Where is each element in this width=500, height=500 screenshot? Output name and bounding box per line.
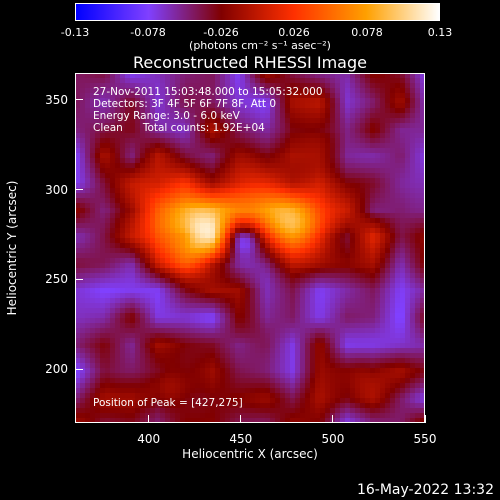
annotation-time-range: 27-Nov-2011 15:03:48.000 to 15:05:32.000 xyxy=(93,86,323,98)
y-tick-label: 300 xyxy=(45,182,68,197)
annotation-total-counts: Clean Total counts: 1.92E+04 xyxy=(93,122,265,134)
y-tick-label: 350 xyxy=(45,92,68,107)
y-tick-mark xyxy=(75,368,83,370)
annotation-detectors: Detectors: 3F 4F 5F 6F 7F 8F, Att 0 xyxy=(93,98,277,110)
colorbar xyxy=(75,3,440,21)
heatmap-plot-area xyxy=(75,73,425,423)
peak-position-label: Position of Peak = [427,275] xyxy=(93,397,243,409)
heatmap-image xyxy=(75,73,425,423)
x-tick-label: 500 xyxy=(321,432,345,446)
y-tick-mark xyxy=(75,99,83,101)
annotation-energy-range: Energy Range: 3.0 - 6.0 keV xyxy=(93,110,240,122)
chart-title: Reconstructed RHESSI Image xyxy=(133,53,367,72)
y-tick-mark xyxy=(75,278,83,280)
colorbar-tick: -0.13 xyxy=(60,26,90,39)
colorbar-unit-label: (photons cm⁻² s⁻¹ asec⁻²) xyxy=(189,39,331,52)
timestamp: 16-May-2022 13:32 xyxy=(356,482,494,498)
colorbar-tick: -0.026 xyxy=(203,26,239,39)
annotation-block: 27-Nov-2011 15:03:48.000 to 15:05:32.000… xyxy=(93,86,323,134)
x-tick-label: 550 xyxy=(413,432,437,446)
x-tick-mark xyxy=(148,415,150,423)
x-axis-label: Heliocentric X (arcsec) xyxy=(182,447,318,461)
y-tick-label: 250 xyxy=(45,272,68,287)
colorbar-tick: 0.026 xyxy=(278,26,310,39)
x-tick-label: 450 xyxy=(229,432,253,446)
y-tick-mark xyxy=(75,189,83,191)
x-tick-mark xyxy=(424,415,426,423)
colorbar-tick: 0.13 xyxy=(427,26,453,39)
x-tick-mark xyxy=(332,415,334,423)
y-axis-label: Heliocentric Y (arcsec) xyxy=(5,180,19,316)
x-tick-mark xyxy=(240,415,242,423)
x-tick-label: 400 xyxy=(137,432,161,446)
y-tick-label: 200 xyxy=(45,362,68,377)
colorbar-tick: -0.078 xyxy=(130,26,166,39)
colorbar-tick: 0.078 xyxy=(351,26,383,39)
